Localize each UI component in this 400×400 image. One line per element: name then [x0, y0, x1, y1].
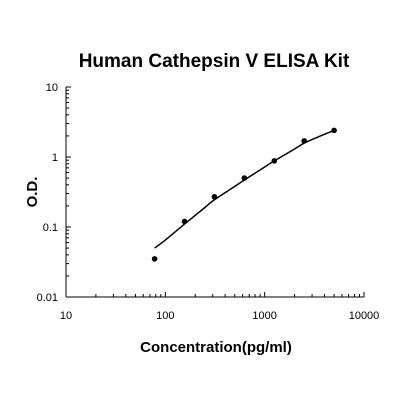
fit-curve-line: [154, 129, 335, 249]
data-point: [211, 194, 218, 200]
x-tick-label: 10000: [349, 310, 380, 322]
y-tick-label: 10: [46, 82, 58, 94]
chart-tick-labels: 0.01 0.1 1 10 10 100 1000 10000: [37, 82, 380, 322]
data-point: [151, 256, 158, 262]
data-point: [241, 175, 248, 181]
data-point: [181, 218, 188, 225]
y-tick-label: 0.1: [43, 222, 58, 234]
x-tick-label: 10: [60, 310, 72, 322]
chart-ticks: [65, 86, 365, 298]
chart-axes: [65, 87, 364, 298]
y-axis-title: O.D.: [24, 177, 41, 208]
x-tick-label: 100: [156, 310, 174, 322]
data-point: [331, 127, 337, 134]
x-tick-label: 1000: [252, 310, 276, 322]
data-points: [151, 127, 337, 262]
x-axis-title: Concentration(pg/ml): [140, 339, 292, 356]
data-point: [271, 158, 278, 164]
chart-title: Human Cathepsin V ELISA Kit: [79, 51, 350, 72]
y-tick-label: 0.01: [37, 292, 58, 304]
y-tick-label: 1: [52, 152, 58, 164]
data-point: [301, 138, 307, 144]
